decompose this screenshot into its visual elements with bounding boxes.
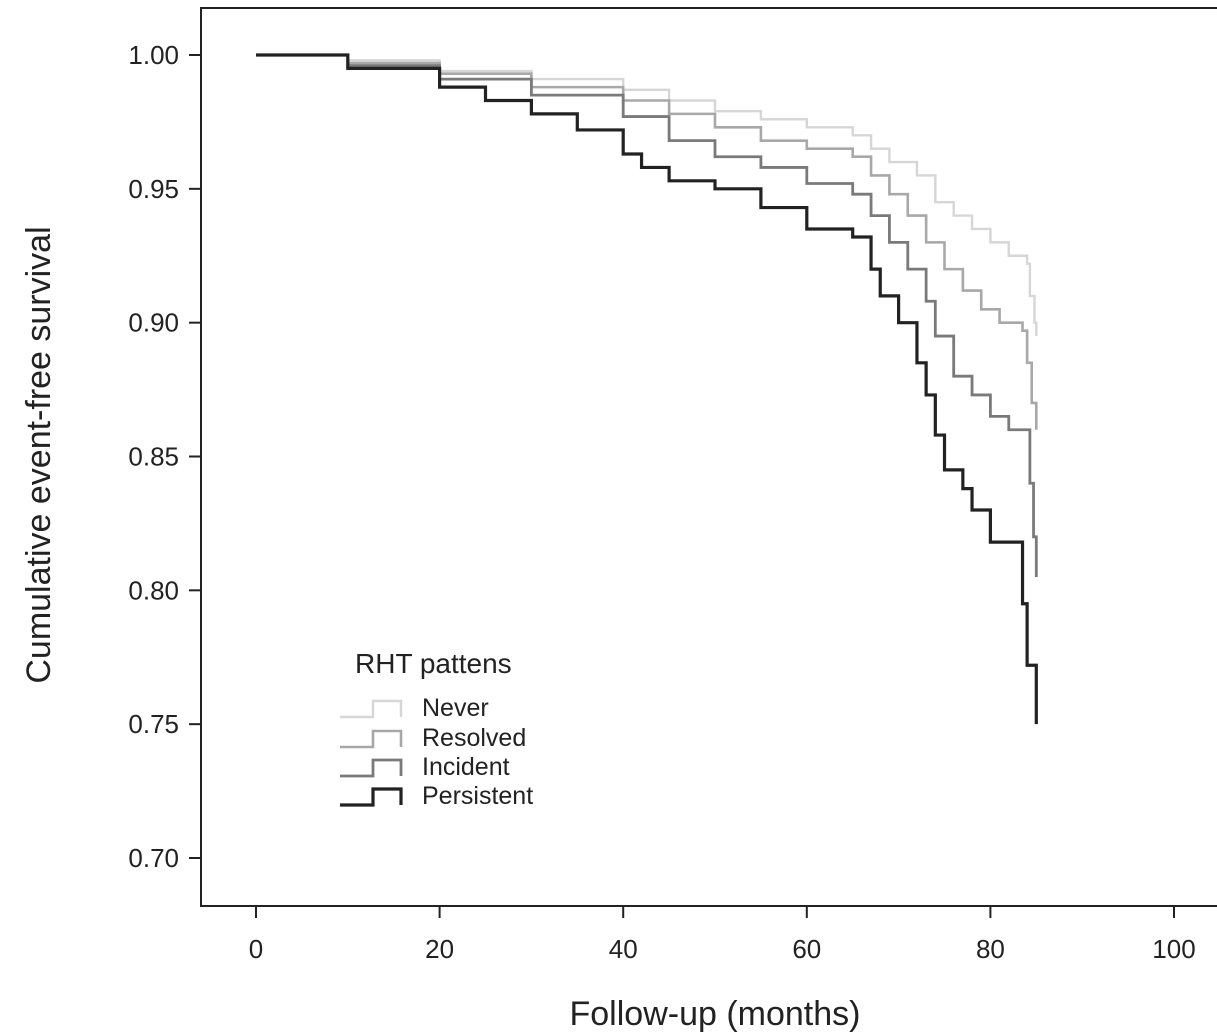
x-tick-label: 20: [425, 934, 454, 964]
x-tick-label: 60: [792, 934, 821, 964]
legend-swatch-persistent: [340, 787, 403, 807]
y-tick-label: 0.80: [128, 575, 179, 605]
y-tick-label: 1.00: [128, 40, 179, 70]
legend-swatch-resolved: [340, 729, 403, 749]
legend-swatch-never: [340, 699, 403, 719]
legend-label-never: Never: [422, 694, 489, 722]
legend-swatch-incident: [340, 758, 403, 778]
x-axis: 0 20 40 60 80 100: [249, 906, 1196, 964]
series-line-persistent: [256, 53, 1038, 725]
legend-label-resolved: Resolved: [422, 724, 526, 752]
x-tick-label: 80: [976, 934, 1005, 964]
y-axis-title: Cumulative event-free survival: [20, 226, 58, 683]
legend-title: RHT pattens: [355, 648, 512, 679]
x-tick-label: 100: [1152, 934, 1195, 964]
series-line-resolved: [256, 53, 1038, 430]
series-line-never: [256, 53, 1038, 337]
plot-frame: [200, 7, 1217, 907]
y-tick-label: 0.95: [128, 174, 179, 204]
y-tick-label: 0.75: [128, 709, 179, 739]
y-axis: 0.70 0.75 0.80 0.85 0.90 0.95 1.00: [128, 40, 201, 873]
series-lines: [256, 53, 1038, 725]
legend-label-persistent: Persistent: [422, 782, 533, 810]
x-tick-label: 40: [609, 934, 638, 964]
x-axis-title: Follow-up (months): [570, 995, 861, 1032]
y-tick-label: 0.90: [128, 308, 179, 338]
y-tick-label: 0.70: [128, 843, 179, 873]
legend: RHT pattens NeverResolvedIncidentPersist…: [340, 648, 533, 810]
legend-label-incident: Incident: [422, 753, 510, 781]
series-line-incident: [256, 53, 1038, 577]
y-tick-label: 0.85: [128, 442, 179, 472]
x-tick-label: 0: [249, 934, 263, 964]
